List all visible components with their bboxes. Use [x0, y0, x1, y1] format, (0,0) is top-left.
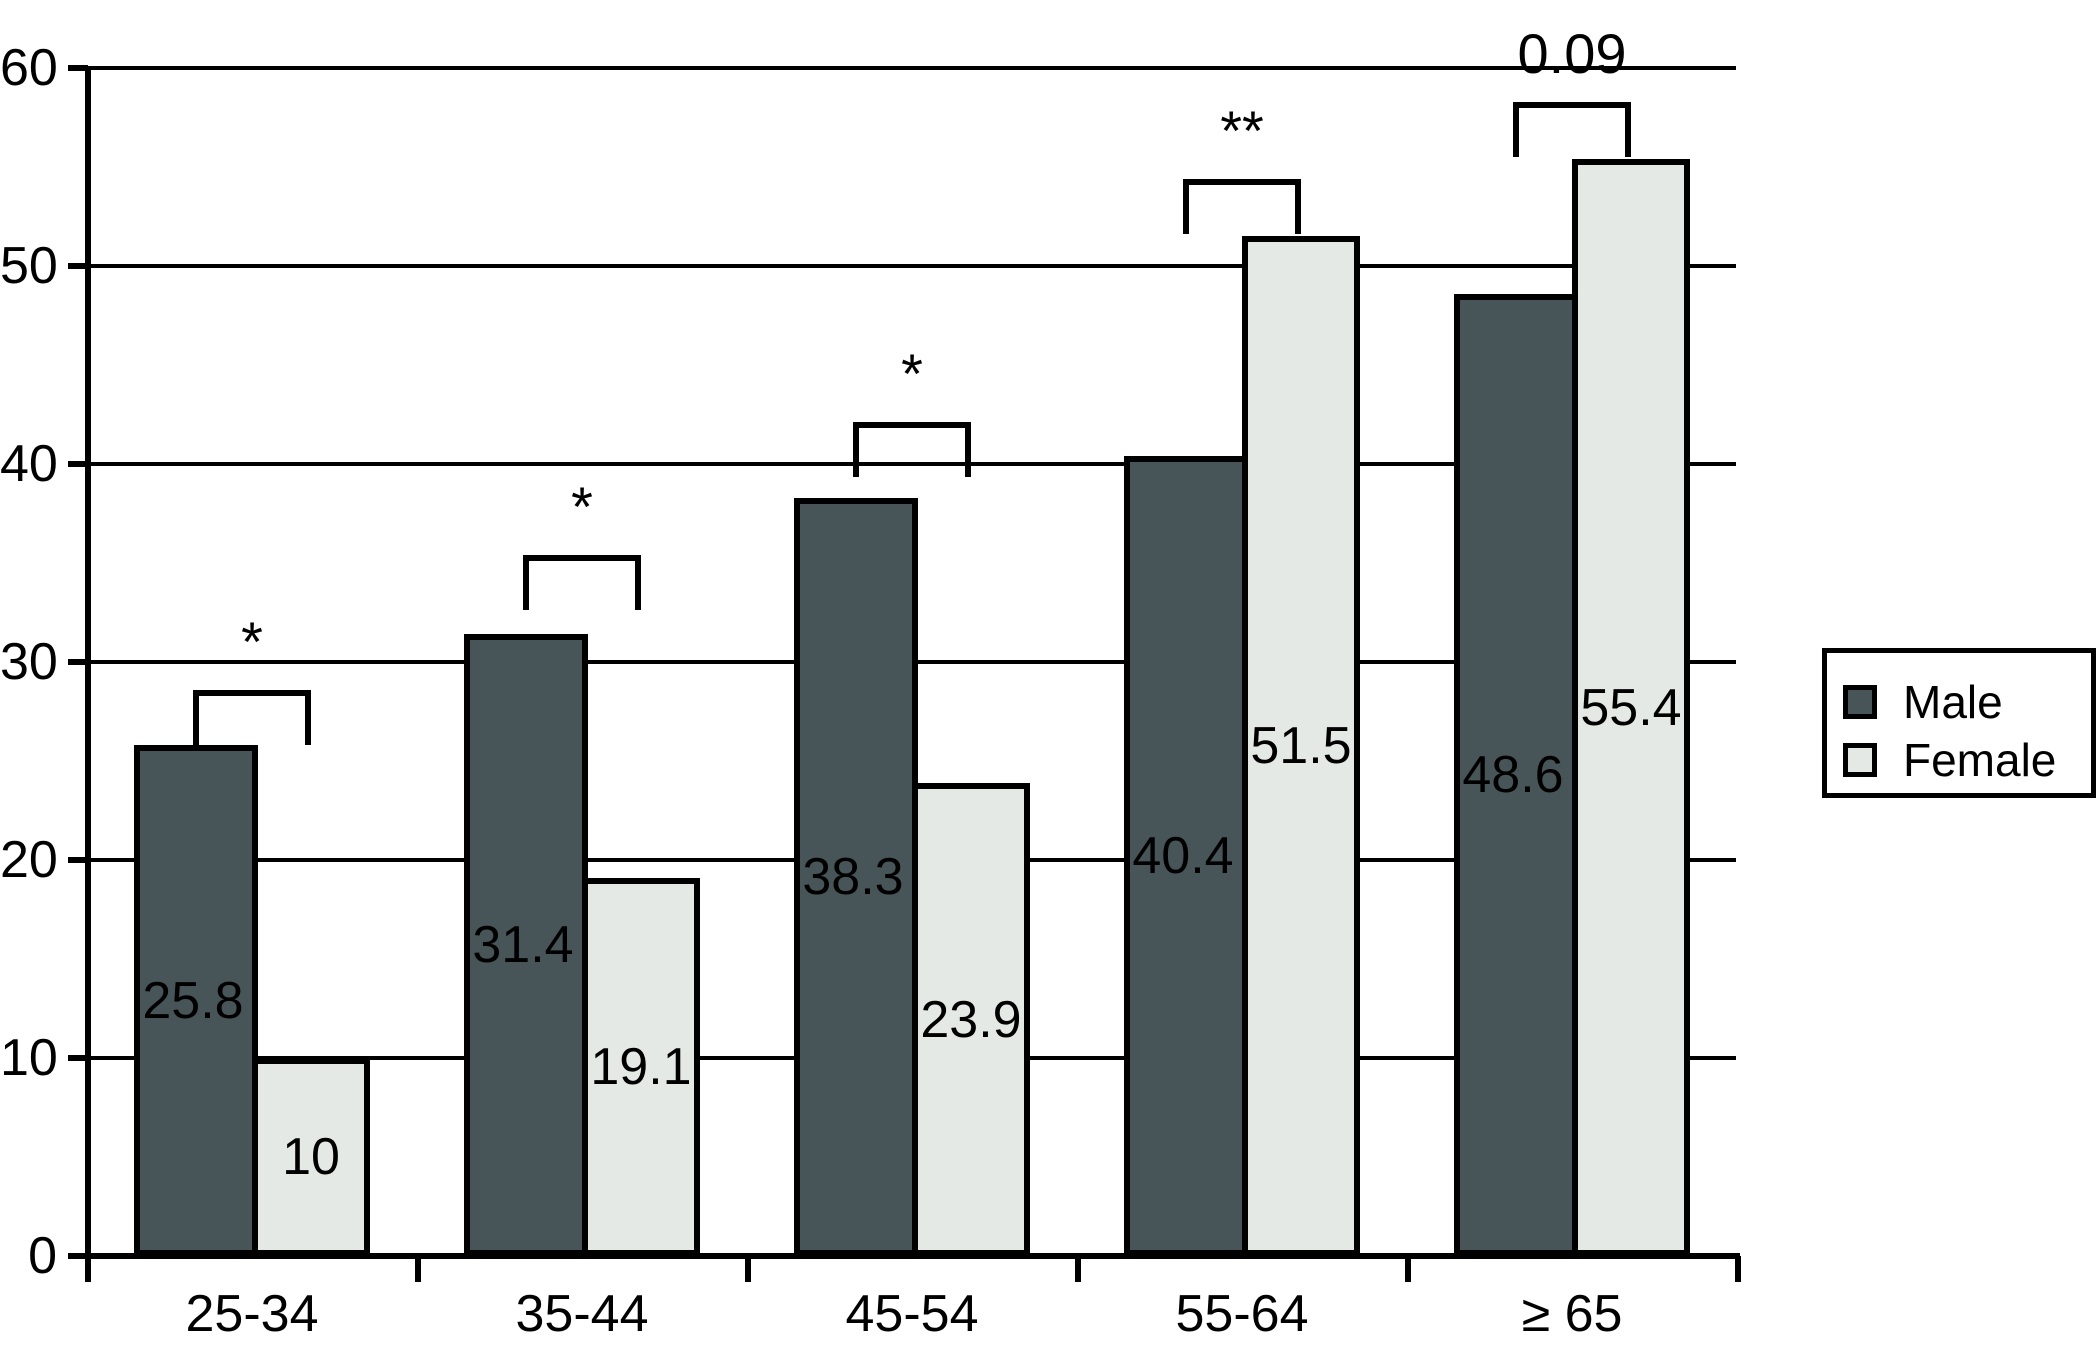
bar-value-label-male: 40.4: [1132, 827, 1234, 885]
x-tick: [745, 1256, 751, 1282]
legend-item-male: Male: [1843, 679, 2003, 725]
significance-bracket: [193, 689, 311, 745]
significance-label: *: [241, 609, 263, 673]
bar-female-45-54: [912, 783, 1030, 1256]
x-axis-line: [88, 1253, 1740, 1259]
x-tick: [1075, 1256, 1081, 1282]
significance-bracket: [853, 422, 971, 478]
significance-label: *: [901, 342, 923, 406]
legend-item-female: Female: [1843, 737, 2056, 783]
bar-value-label-male: 25.8: [142, 971, 244, 1030]
y-tick: [68, 1253, 88, 1259]
significance-bracket: [1513, 101, 1631, 157]
bar-female-≥ 65: [1572, 159, 1690, 1256]
bar-female-55-64: [1242, 236, 1360, 1256]
gridline: [88, 66, 1736, 70]
bar-female-35-44: [582, 878, 700, 1256]
y-axis-tick-label: 40: [0, 435, 58, 493]
x-tick: [1735, 1256, 1741, 1282]
y-tick: [68, 263, 88, 269]
x-axis-category-label: 45-54: [845, 1285, 979, 1343]
bar-value-label-female: 19.1: [590, 1038, 692, 1096]
gridline: [88, 264, 1736, 268]
legend-male-label: Male: [1903, 676, 2003, 728]
legend: Male Female: [1822, 648, 2096, 798]
x-tick: [1405, 1256, 1411, 1282]
x-axis-category-label: 55-64: [1175, 1285, 1309, 1343]
y-tick: [68, 461, 88, 467]
y-tick: [68, 659, 88, 665]
significance-label: 0.09: [1517, 21, 1627, 85]
significance-label: *: [571, 475, 593, 539]
bar-male-45-54: [794, 498, 918, 1256]
bar-value-label-female: 23.9: [920, 990, 1022, 1049]
significance-label: **: [1220, 98, 1264, 162]
y-axis-tick-label: 20: [0, 831, 58, 889]
x-axis-category-label: ≥ 65: [1521, 1285, 1623, 1343]
y-tick: [68, 1055, 88, 1061]
x-axis-category-label: 35-44: [515, 1285, 649, 1343]
bar-value-label-male: 48.6: [1462, 746, 1564, 804]
y-axis-tick-label: 10: [0, 1029, 58, 1087]
y-axis-tick-label: 50: [0, 237, 58, 295]
legend-female-swatch: [1843, 743, 1877, 777]
bar-male-≥ 65: [1454, 294, 1578, 1256]
bar-value-label-male: 31.4: [472, 916, 574, 974]
legend-male-swatch: [1843, 685, 1877, 719]
legend-female-label: Female: [1903, 734, 2057, 786]
y-axis-tick-label: 0: [28, 1227, 57, 1285]
significance-bracket: [1183, 178, 1301, 234]
x-axis-category-label: 25-34: [185, 1285, 319, 1343]
y-tick: [68, 65, 88, 71]
significance-bracket: [523, 555, 641, 611]
y-axis-tick-label: 30: [0, 633, 58, 691]
bar-female-25-34: [252, 1058, 370, 1256]
y-axis-line: [85, 68, 91, 1282]
bar-value-label-female: 10: [282, 1128, 340, 1186]
y-axis-tick-label: 60: [0, 39, 58, 97]
y-tick: [68, 857, 88, 863]
bar-value-label-female: 55.4: [1580, 678, 1682, 737]
bar-value-label-male: 38.3: [802, 848, 904, 906]
bar-value-label-female: 51.5: [1250, 717, 1352, 775]
x-tick: [415, 1256, 421, 1282]
bar-male-25-34: [134, 745, 258, 1256]
gridline: [88, 462, 1736, 466]
